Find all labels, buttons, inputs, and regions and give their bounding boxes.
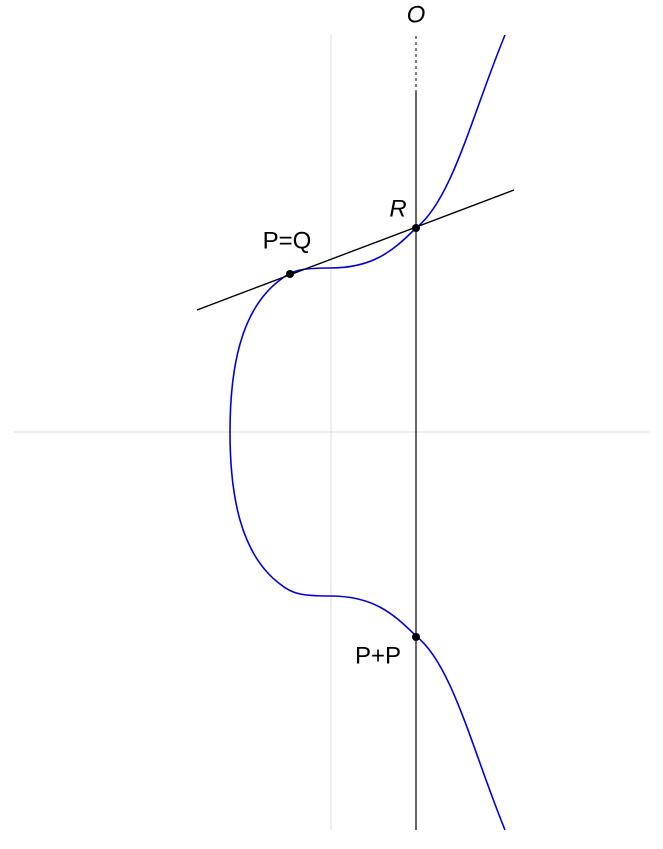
tangent-line <box>196 189 515 311</box>
point-r <box>412 224 420 232</box>
label-p-eq-q: P=Q <box>263 227 312 254</box>
label-p-plus-p: P+P <box>355 642 401 669</box>
label-infinity: O <box>407 1 426 28</box>
elliptic-curve <box>229 34 506 831</box>
label-r: R <box>389 195 406 222</box>
point-p-plus-p <box>412 633 420 641</box>
point-p <box>286 270 294 278</box>
